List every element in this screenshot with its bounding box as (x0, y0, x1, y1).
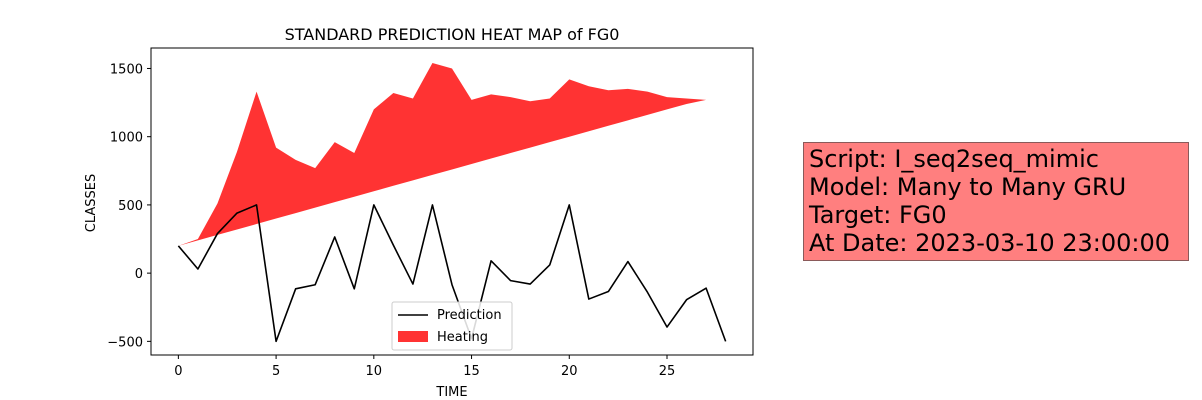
x-tick-label: 0 (174, 364, 182, 379)
plot-frame (150, 47, 754, 356)
y-tick-label: −500 (107, 335, 143, 350)
y-tick-label: 1500 (110, 62, 143, 77)
x-tick-label: 10 (366, 364, 383, 379)
chart-title: STANDARD PREDICTION HEAT MAP of FG0 (285, 25, 620, 44)
x-tick-label: 20 (561, 364, 578, 379)
info-model: Model: Many to Many GRU (809, 173, 1127, 201)
y-tick-label: 1000 (110, 131, 143, 146)
info-date: At Date: 2023-03-10 23:00:00 (809, 229, 1171, 257)
heating-area (178, 63, 726, 246)
y-axis-label: CLASSES (84, 174, 99, 232)
info-script: Script: I_seq2seq_mimic (809, 145, 1099, 173)
legend-heating-swatch (398, 331, 428, 342)
x-axis-label: TIME (435, 385, 467, 400)
info-box: Script: I_seq2seq_mimic Model: Many to M… (803, 142, 1189, 261)
x-tick-label: 25 (659, 364, 676, 379)
y-tick-label: 0 (135, 267, 143, 282)
y-tick-label: 500 (118, 199, 143, 214)
legend-prediction-label: Prediction (437, 308, 502, 323)
axis-ticks: 0 5 10 15 20 25 −500 0 500 1000 1500 (107, 62, 675, 379)
x-tick-label: 15 (463, 364, 480, 379)
info-target: Target: FG0 (809, 201, 947, 229)
legend-heating-label: Heating (437, 330, 488, 345)
plot-area (177, 63, 727, 343)
legend: Prediction Heating (391, 301, 513, 351)
prediction-line (177, 204, 727, 343)
x-tick-label: 5 (272, 364, 280, 379)
